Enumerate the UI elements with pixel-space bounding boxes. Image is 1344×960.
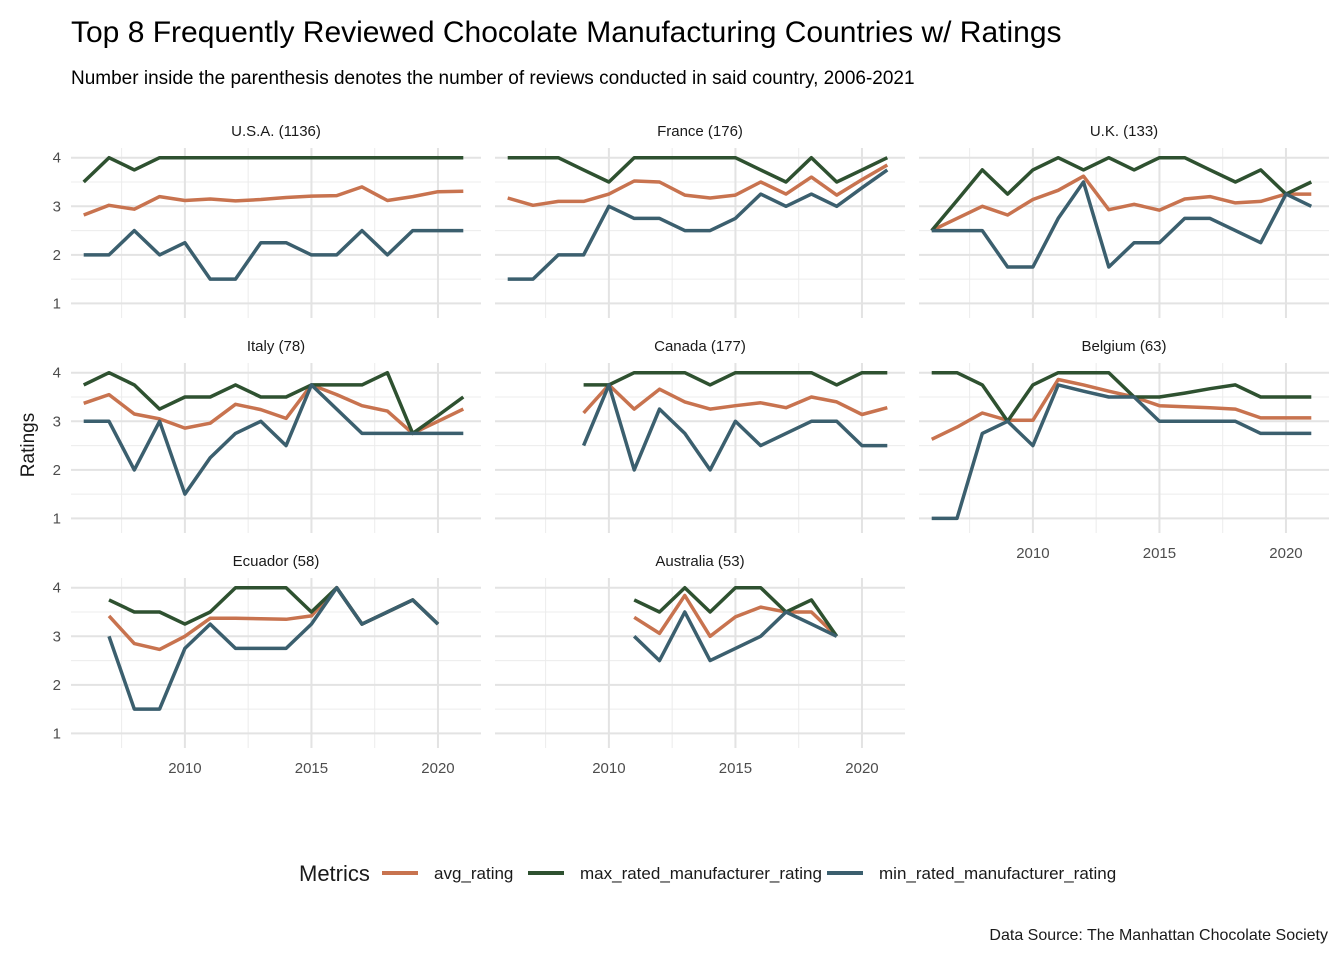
facet-label: France (176) bbox=[657, 123, 743, 140]
y-tick-label: 1 bbox=[53, 725, 61, 742]
y-tick-label: 3 bbox=[53, 413, 61, 430]
y-tick-label: 1 bbox=[53, 510, 61, 527]
facet-panel: France (176) bbox=[495, 123, 905, 318]
y-tick-label: 2 bbox=[53, 462, 61, 479]
facet-panel: Ecuador (58) 1 2 3 4 2010 2015 2020 bbox=[53, 553, 481, 777]
x-tick-label: 2010 bbox=[1016, 545, 1049, 562]
series-line-avg-rating bbox=[930, 377, 1312, 441]
y-tick-label: 4 bbox=[53, 150, 61, 167]
x-tick-label: 2020 bbox=[1269, 545, 1302, 562]
series-line-avg-rating bbox=[930, 174, 1312, 233]
chart-subtitle: Number inside the parenthesis denotes th… bbox=[71, 68, 915, 89]
series-line-min-rated-manufacturer-rating bbox=[632, 610, 838, 663]
series-line-max-rated-manufacturer-rating bbox=[507, 155, 889, 184]
series-line-avg-rating bbox=[633, 593, 838, 639]
y-axis-title: Ratings bbox=[18, 413, 39, 477]
series-line-max-rated-manufacturer-rating bbox=[931, 370, 1312, 424]
series-line-avg-rating bbox=[507, 163, 889, 208]
legend-label: max_rated_manufacturer_rating bbox=[580, 864, 822, 883]
legend-label: min_rated_manufacturer_rating bbox=[879, 864, 1116, 883]
facet-panel: Australia (53) 2010 2015 2020 bbox=[495, 553, 905, 777]
facet-label: Australia (53) bbox=[655, 553, 744, 570]
x-tick-label: 2010 bbox=[168, 760, 201, 777]
facet-label: Ecuador (58) bbox=[233, 553, 320, 570]
series-line-max-rated-manufacturer-rating bbox=[82, 155, 464, 184]
series-line-avg-rating bbox=[107, 585, 440, 652]
series-line-max-rated-manufacturer-rating bbox=[583, 370, 888, 387]
y-tick-label: 3 bbox=[53, 628, 61, 645]
chart-title: Top 8 Frequently Reviewed Chocolate Manu… bbox=[71, 16, 1062, 49]
y-tick-label: 4 bbox=[53, 365, 61, 382]
x-tick-label: 2015 bbox=[295, 760, 328, 777]
facet-panel: Italy (78) 1 2 3 4 bbox=[53, 338, 481, 533]
series-line-min-rated-manufacturer-rating bbox=[931, 383, 1312, 521]
y-tick-label: 1 bbox=[53, 295, 61, 312]
facet-panels: U.S.A. (1136) 1 2 3 4 France (176) U.K. (133) I… bbox=[53, 123, 1329, 777]
series-line-max-rated-manufacturer-rating bbox=[82, 370, 465, 436]
series-line-avg-rating bbox=[83, 185, 464, 217]
series-line-min-rated-manufacturer-rating bbox=[581, 383, 888, 472]
facet-panel: U.S.A. (1136) 1 2 3 4 bbox=[53, 123, 481, 318]
y-tick-label: 2 bbox=[53, 677, 61, 694]
legend: Metrics avg_rating max_rated_manufacturer_… bbox=[299, 861, 1116, 886]
facet-panel: U.K. (133) bbox=[919, 123, 1329, 318]
series-line-min-rated-manufacturer-rating bbox=[83, 228, 464, 281]
x-tick-label: 2010 bbox=[592, 760, 625, 777]
series-line-min-rated-manufacturer-rating bbox=[83, 383, 464, 496]
facet-label: Italy (78) bbox=[247, 338, 305, 355]
series-line-avg-rating bbox=[582, 383, 888, 417]
facet-label: Canada (177) bbox=[654, 338, 746, 355]
series-line-max-rated-manufacturer-rating bbox=[930, 155, 1313, 232]
facet-label: U.K. (133) bbox=[1090, 123, 1158, 140]
facet-label: U.S.A. (1136) bbox=[231, 123, 321, 140]
series-line-min-rated-manufacturer-rating bbox=[507, 168, 889, 281]
facet-panel: Canada (177) bbox=[495, 338, 905, 533]
series-line-max-rated-manufacturer-rating bbox=[633, 585, 839, 638]
y-tick-label: 3 bbox=[53, 198, 61, 215]
x-tick-label: 2015 bbox=[719, 760, 752, 777]
series-line-avg-rating bbox=[83, 383, 465, 436]
caption: Data Source: The Manhattan Chocolate Soc… bbox=[989, 927, 1328, 944]
legend-title: Metrics bbox=[299, 861, 370, 886]
facet-label: Belgium (63) bbox=[1081, 338, 1166, 355]
legend-label: avg_rating bbox=[434, 864, 513, 883]
y-tick-label: 4 bbox=[53, 580, 61, 597]
x-tick-label: 2020 bbox=[845, 760, 878, 777]
facet-panel: Belgium (63) 2010 2015 2020 bbox=[919, 338, 1329, 562]
series-line-min-rated-manufacturer-rating bbox=[107, 585, 440, 711]
x-tick-label: 2015 bbox=[1143, 545, 1176, 562]
series-line-min-rated-manufacturer-rating bbox=[931, 180, 1313, 269]
x-tick-label: 2020 bbox=[421, 760, 454, 777]
y-tick-label: 2 bbox=[53, 247, 61, 264]
